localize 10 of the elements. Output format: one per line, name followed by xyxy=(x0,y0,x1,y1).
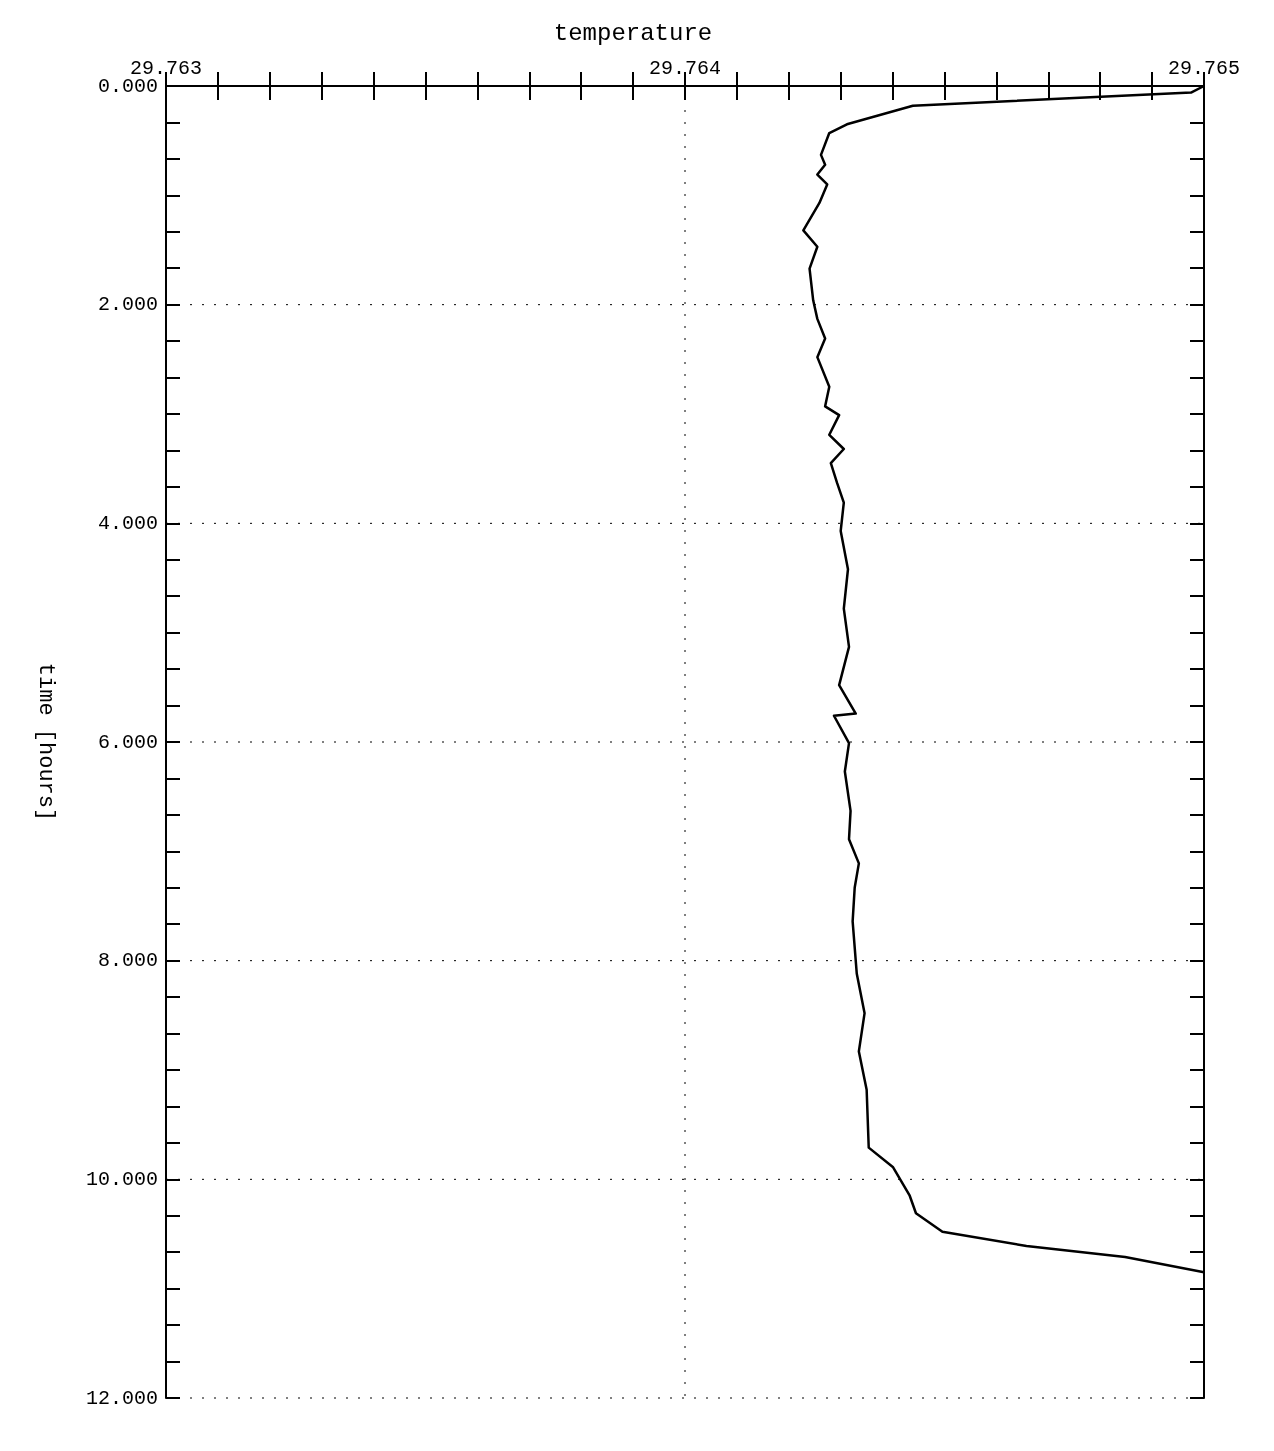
y-tick-label: 2.000 xyxy=(97,293,158,317)
x-tick-label: 29.764 xyxy=(648,56,722,80)
y-tick-label: 8.000 xyxy=(97,949,158,973)
y-tick-label: 4.000 xyxy=(97,511,158,535)
y-tick-label: 6.000 xyxy=(97,730,158,754)
x-tick-label: 29.765 xyxy=(1167,56,1241,80)
y-tick-label: 10.000 xyxy=(85,1167,158,1191)
chart-title: temperature xyxy=(553,19,713,47)
y-tick-label: 12.000 xyxy=(85,1386,158,1410)
y-axis-title: time [hours] xyxy=(32,662,58,822)
